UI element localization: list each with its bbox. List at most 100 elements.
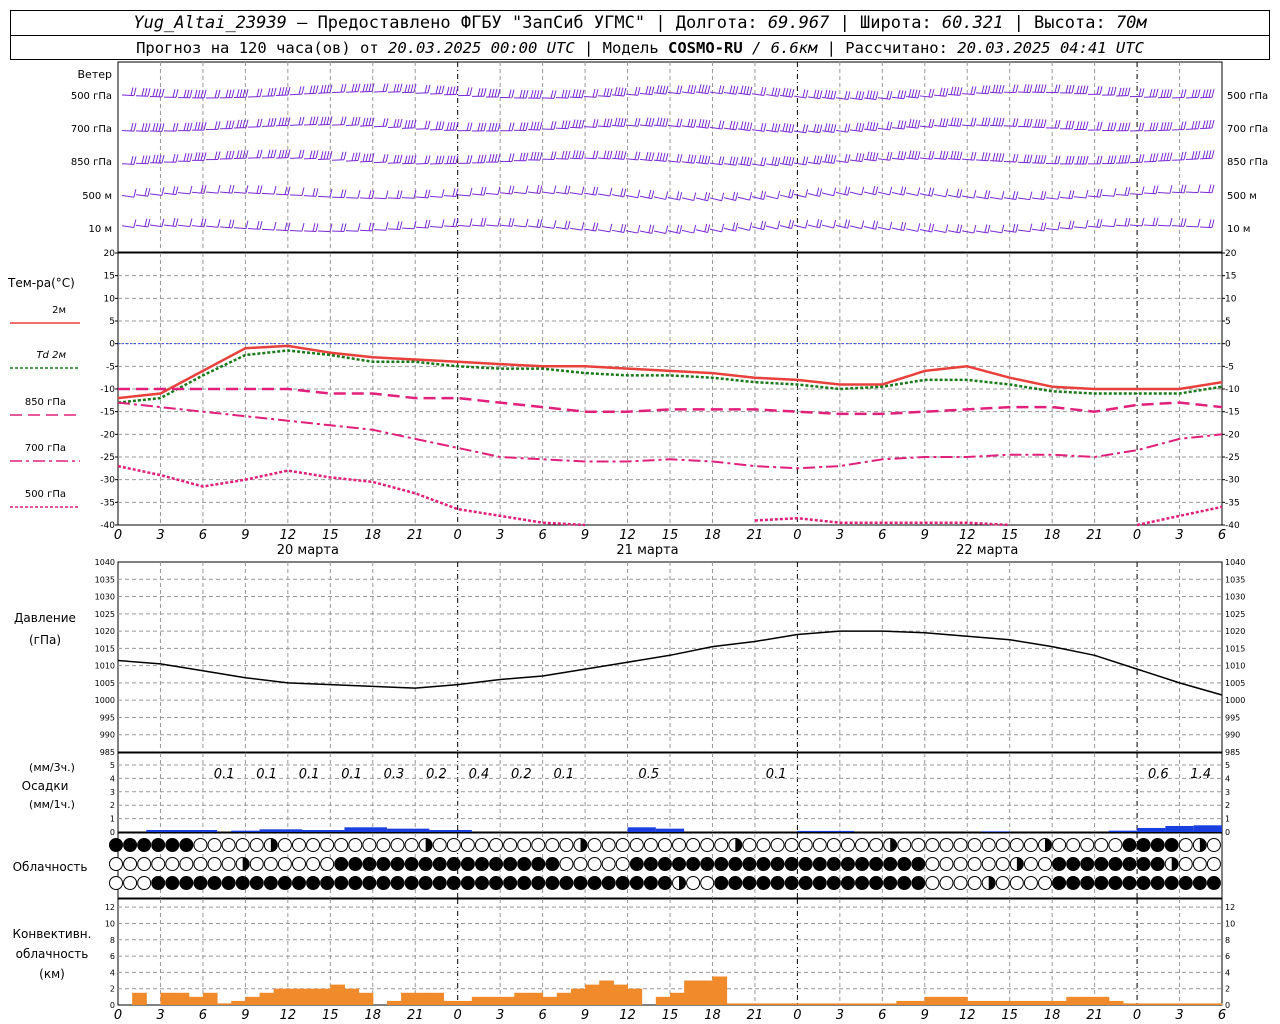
- cloud-symbol: [672, 876, 687, 890]
- wind-level-label: 850 гПа: [71, 157, 112, 168]
- pressure-unit: (гПа): [29, 633, 61, 647]
- conv-bar: [1108, 1000, 1124, 1005]
- cloud-symbol: [728, 876, 743, 890]
- wind-barb: [1059, 120, 1075, 130]
- cloud-symbol: [826, 876, 841, 890]
- conv-bar: [585, 984, 600, 1005]
- conv-bar: [599, 980, 614, 1005]
- wind-barb: [849, 220, 865, 230]
- wind-barb: [695, 191, 711, 202]
- precip-amount-label: 0.3: [384, 767, 405, 782]
- wind-barb: [541, 121, 557, 130]
- cloud-symbol: [1038, 857, 1053, 871]
- cloud-symbol: [531, 838, 546, 852]
- wind-barb: [1115, 122, 1131, 132]
- wind-barb: [149, 122, 165, 132]
- temp-ytick: -35: [100, 498, 115, 508]
- conv-bar: [1009, 1000, 1025, 1005]
- conv-ytick-right: 8: [1225, 936, 1230, 945]
- wind-barb: [275, 222, 291, 232]
- precip-ytick-right: 3: [1225, 788, 1230, 797]
- hour-label-bottom: 9: [581, 1008, 589, 1023]
- cloud-symbol: [545, 876, 560, 890]
- cloud-symbol: [1009, 876, 1024, 890]
- wind-barb: [359, 83, 375, 93]
- wind-barb: [975, 224, 991, 234]
- conv-bar: [627, 988, 643, 1005]
- conv-bar: [287, 988, 303, 1005]
- wind-barb: [331, 116, 347, 126]
- pressure-line: [117, 630, 1223, 696]
- wind-barb: [443, 155, 459, 165]
- cloud-symbol: [1192, 838, 1207, 852]
- conv-bar: [655, 996, 671, 1005]
- precip-amount-label: 0.5: [638, 767, 659, 782]
- cloud-symbol: [925, 857, 940, 871]
- cloud-symbol: [306, 857, 321, 871]
- wind-barb: [793, 124, 809, 134]
- cloud-symbol: [446, 838, 461, 852]
- cloud-symbol: [784, 857, 799, 871]
- pressure-ytick-right: 1015: [1225, 644, 1245, 653]
- cloud-symbol: [460, 838, 475, 852]
- provider-text: — Предоставлено ФГБУ "ЗапСиб УГМС" | Дол…: [286, 13, 768, 33]
- wind-barb: [499, 122, 515, 132]
- wind-barb: [219, 150, 235, 160]
- cloud-symbol: [1009, 838, 1024, 852]
- wind-barb: [555, 220, 571, 230]
- wind-barb: [1129, 122, 1145, 132]
- conv-bar: [1137, 1003, 1152, 1005]
- pressure-ytick-right: 1035: [1225, 575, 1245, 584]
- precip-amount-label: 1.4: [1190, 767, 1211, 782]
- cloud-symbol: [686, 838, 701, 852]
- wind-barb: [919, 223, 935, 233]
- conv-bar: [344, 988, 360, 1005]
- wind-barb: [1143, 185, 1159, 195]
- wind-barb: [513, 185, 529, 195]
- wind-barb: [401, 84, 417, 94]
- conv-ytick-right: 0: [1225, 1001, 1230, 1010]
- temp-series-line: [117, 344, 1223, 400]
- hour-label: 12: [619, 528, 636, 543]
- pressure-ytick: 1040: [95, 558, 115, 567]
- wind-barb: [1185, 218, 1201, 228]
- wind-barb: [289, 223, 305, 232]
- cloud-symbol: [263, 876, 278, 890]
- temp-ytick: -30: [100, 476, 115, 486]
- temp-ytick-right: -15: [1225, 408, 1240, 418]
- conv-bar: [316, 988, 331, 1005]
- temp-legend-label: 500 гПа: [25, 489, 66, 500]
- cloud-symbol: [1122, 876, 1137, 890]
- wind-barb: [527, 218, 543, 228]
- wind-barb: [807, 187, 823, 197]
- wind-barb: [457, 218, 473, 227]
- wind-barb: [541, 220, 557, 229]
- conv-bar: [486, 996, 501, 1005]
- model-resolution: / 6.6км: [742, 39, 818, 57]
- wind-barb: [583, 186, 599, 196]
- cloud-symbol: [1080, 838, 1095, 852]
- precip-bar: [386, 828, 430, 832]
- cloud-symbol: [348, 838, 363, 852]
- wind-barb: [289, 86, 305, 96]
- cloud-symbol: [840, 876, 855, 890]
- cloud-symbol: [306, 876, 321, 890]
- wind-barb: [695, 223, 711, 234]
- wind-barb: [849, 186, 865, 196]
- wind-barb: [877, 121, 893, 131]
- wind-barb: [401, 155, 417, 165]
- wind-barb: [737, 85, 753, 96]
- wind-barb: [359, 117, 375, 127]
- cloud-symbol: [151, 857, 166, 871]
- cloud-symbol: [1094, 876, 1109, 890]
- wind-barb: [555, 120, 571, 130]
- conv-bar: [868, 1003, 883, 1005]
- conv-bar: [401, 992, 416, 1005]
- wind-barb: [793, 189, 809, 198]
- wind-barb: [443, 121, 459, 131]
- wind-barb: [471, 186, 487, 196]
- precip-ytick: 4: [110, 774, 115, 783]
- conv-bar: [797, 1003, 813, 1005]
- wind-barb: [541, 90, 557, 99]
- hour-label-bottom: 6: [1218, 1008, 1226, 1023]
